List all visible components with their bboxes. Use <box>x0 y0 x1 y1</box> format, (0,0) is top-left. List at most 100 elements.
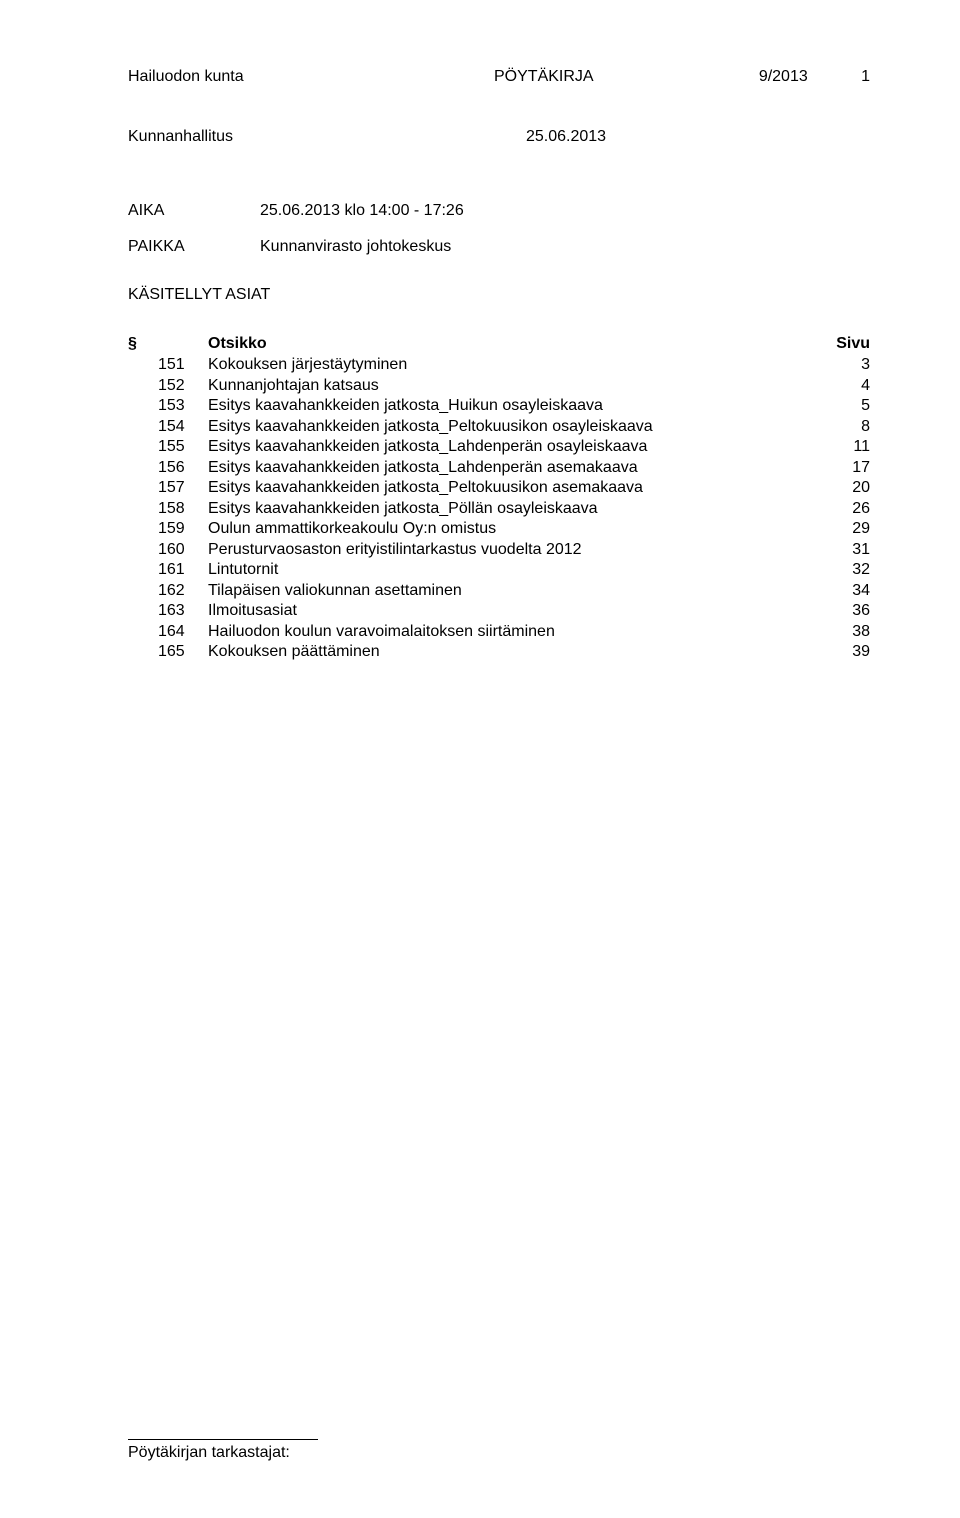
toc-row-symbol <box>128 458 158 478</box>
toc-row-title: Esitys kaavahankkeiden jatkosta_Lahdenpe… <box>208 458 822 478</box>
toc-row-title: Perusturvaosaston erityistilintarkastus … <box>208 540 822 560</box>
toc-row: 161Lintutornit32 <box>128 560 870 580</box>
toc-row-num: 153 <box>158 396 208 416</box>
page: Hailuodon kunta PÖYTÄKIRJA 9/2013 1 Kunn… <box>0 0 960 1518</box>
toc-row-title: Lintutornit <box>208 560 822 580</box>
toc-row-symbol <box>128 437 158 457</box>
meta-time-row: AIKA 25.06.2013 klo 14:00 - 17:26 <box>128 202 870 220</box>
toc-header-title: Otsikko <box>208 334 822 354</box>
toc-row-symbol <box>128 540 158 560</box>
toc-row-symbol <box>128 499 158 519</box>
toc-row: 163Ilmoitusasiat36 <box>128 601 870 621</box>
toc-row-num: 163 <box>158 601 208 621</box>
page-header: Hailuodon kunta PÖYTÄKIRJA 9/2013 1 <box>128 68 870 86</box>
toc-header-page: Sivu <box>822 334 870 354</box>
toc-row-page: 3 <box>822 355 870 375</box>
toc-row-symbol <box>128 581 158 601</box>
toc-row-symbol <box>128 417 158 437</box>
toc-row-page: 39 <box>822 642 870 662</box>
time-value: 25.06.2013 klo 14:00 - 17:26 <box>260 202 464 220</box>
toc: § Otsikko Sivu 151Kokouksen järjestäytym… <box>128 334 870 663</box>
toc-row-num: 162 <box>158 581 208 601</box>
toc-row-num: 156 <box>158 458 208 478</box>
toc-row: 156Esitys kaavahankkeiden jatkosta_Lahde… <box>128 458 870 478</box>
toc-row-symbol <box>128 396 158 416</box>
toc-row-page: 36 <box>822 601 870 621</box>
toc-row-num: 159 <box>158 519 208 539</box>
toc-row-num: 164 <box>158 622 208 642</box>
toc-row: 154Esitys kaavahankkeiden jatkosta_Pelto… <box>128 417 870 437</box>
toc-row-page: 31 <box>822 540 870 560</box>
toc-row-title: Kunnanjohtajan katsaus <box>208 376 822 396</box>
toc-row: 153Esitys kaavahankkeiden jatkosta_Huiku… <box>128 396 870 416</box>
toc-row-symbol <box>128 622 158 642</box>
toc-row-page: 32 <box>822 560 870 580</box>
toc-row: 152Kunnanjohtajan katsaus4 <box>128 376 870 396</box>
toc-row-symbol <box>128 642 158 662</box>
toc-row: 158Esitys kaavahankkeiden jatkosta_Pöllä… <box>128 499 870 519</box>
toc-header-num <box>158 334 208 354</box>
toc-row: 157Esitys kaavahankkeiden jatkosta_Pelto… <box>128 478 870 498</box>
toc-row-num: 155 <box>158 437 208 457</box>
toc-row-title: Kokouksen järjestäytyminen <box>208 355 822 375</box>
time-label: AIKA <box>128 202 260 220</box>
toc-row-title: Ilmoitusasiat <box>208 601 822 621</box>
toc-row-page: 29 <box>822 519 870 539</box>
toc-row-symbol <box>128 601 158 621</box>
processed-heading: KÄSITELLYT ASIAT <box>128 286 870 304</box>
toc-row-title: Hailuodon koulun varavoimalaitoksen siir… <box>208 622 822 642</box>
meeting-date: 25.06.2013 <box>526 128 606 146</box>
place-label: PAIKKA <box>128 238 260 256</box>
issue-page: 9/2013 1 <box>730 68 870 86</box>
toc-row-num: 160 <box>158 540 208 560</box>
toc-row-num: 154 <box>158 417 208 437</box>
toc-row-symbol <box>128 376 158 396</box>
toc-row-page: 17 <box>822 458 870 478</box>
toc-row: 151Kokouksen järjestäytyminen3 <box>128 355 870 375</box>
toc-row-num: 158 <box>158 499 208 519</box>
toc-row-num: 151 <box>158 355 208 375</box>
toc-row: 162Tilapäisen valiokunnan asettaminen34 <box>128 581 870 601</box>
toc-row-title: Tilapäisen valiokunnan asettaminen <box>208 581 822 601</box>
toc-row-symbol <box>128 478 158 498</box>
toc-row: 159Oulun ammattikorkeakoulu Oy:n omistus… <box>128 519 870 539</box>
toc-header: § Otsikko Sivu <box>128 334 870 354</box>
toc-row-symbol <box>128 519 158 539</box>
toc-rows: 151Kokouksen järjestäytyminen3152Kunnanj… <box>128 355 870 662</box>
page-number: 1 <box>861 68 870 85</box>
toc-row-page: 5 <box>822 396 870 416</box>
toc-row-title: Esitys kaavahankkeiden jatkosta_Peltokuu… <box>208 478 822 498</box>
toc-row-page: 34 <box>822 581 870 601</box>
doc-type: PÖYTÄKIRJA <box>364 68 730 86</box>
sub-header: Kunnanhallitus 25.06.2013 <box>128 128 870 146</box>
toc-row-page: 26 <box>822 499 870 519</box>
toc-row-page: 4 <box>822 376 870 396</box>
toc-row-num: 157 <box>158 478 208 498</box>
toc-row-title: Esitys kaavahankkeiden jatkosta_Huikun o… <box>208 396 822 416</box>
toc-row-symbol <box>128 560 158 580</box>
meta-block: AIKA 25.06.2013 klo 14:00 - 17:26 PAIKKA… <box>128 202 870 256</box>
toc-row-page: 38 <box>822 622 870 642</box>
toc-row-title: Oulun ammattikorkeakoulu Oy:n omistus <box>208 519 822 539</box>
toc-row-num: 161 <box>158 560 208 580</box>
toc-row: 165Kokouksen päättäminen39 <box>128 642 870 662</box>
toc-row-title: Esitys kaavahankkeiden jatkosta_Pöllän o… <box>208 499 822 519</box>
footer: Pöytäkirjan tarkastajat: <box>128 1439 318 1462</box>
toc-row-num: 165 <box>158 642 208 662</box>
toc-row-title: Esitys kaavahankkeiden jatkosta_Lahdenpe… <box>208 437 822 457</box>
toc-row-symbol <box>128 355 158 375</box>
board-name: Kunnanhallitus <box>128 128 526 146</box>
toc-row: 164Hailuodon koulun varavoimalaitoksen s… <box>128 622 870 642</box>
toc-row-title: Kokouksen päättäminen <box>208 642 822 662</box>
toc-header-symbol: § <box>128 334 158 354</box>
meta-place-row: PAIKKA Kunnanvirasto johtokeskus <box>128 238 870 256</box>
place-value: Kunnanvirasto johtokeskus <box>260 238 451 256</box>
toc-row-title: Esitys kaavahankkeiden jatkosta_Peltokuu… <box>208 417 822 437</box>
toc-row: 155Esitys kaavahankkeiden jatkosta_Lahde… <box>128 437 870 457</box>
toc-row-page: 8 <box>822 417 870 437</box>
issue-number: 9/2013 <box>759 68 808 85</box>
org-name: Hailuodon kunta <box>128 68 364 86</box>
toc-row: 160Perusturvaosaston erityistilintarkast… <box>128 540 870 560</box>
toc-row-num: 152 <box>158 376 208 396</box>
toc-row-page: 11 <box>822 437 870 457</box>
